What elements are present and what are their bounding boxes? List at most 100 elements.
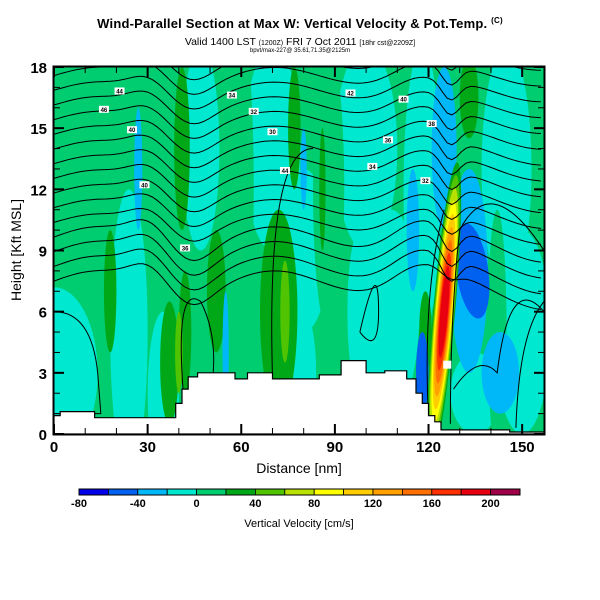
- y-tick-label: 18: [30, 60, 47, 77]
- contour-label-box: [398, 95, 409, 103]
- colorbar-swatch: [196, 488, 227, 496]
- theta-contour: [54, 105, 541, 139]
- velocity-cell: [110, 189, 148, 434]
- x-tick-label: 0: [50, 439, 58, 456]
- theta-contour: [54, 134, 541, 169]
- contour-label-text: 34: [229, 94, 236, 100]
- x-tick-label: 90: [327, 439, 344, 456]
- chart-title: Wind-Parallel Section at Max W: Vertical…: [0, 16, 600, 31]
- colorbar: -80 -40 0 40 80 120 160 200: [71, 488, 521, 510]
- contour-label-box: [420, 177, 431, 185]
- theta-contour: [54, 193, 541, 229]
- colorbar-label: 40: [249, 498, 261, 510]
- contour-label-text: 40: [141, 183, 148, 189]
- velocity-cell: [481, 332, 520, 414]
- colorbar-swatch: [166, 488, 197, 496]
- contour-label-box: [127, 126, 138, 134]
- velocity-cell: [160, 301, 179, 424]
- contour-label-text: 36: [385, 138, 392, 144]
- contour-label-box: [226, 91, 237, 99]
- contour-label-box: [267, 128, 278, 136]
- terrain: [54, 360, 544, 434]
- theta-contour: [54, 233, 541, 279]
- x-tick-label: 60: [233, 439, 250, 456]
- theta-contour: [180, 298, 215, 414]
- x-tick-labels: 0 30 60 90 120 150: [50, 439, 535, 456]
- colorbar-swatch: [284, 488, 315, 496]
- velocity-cell: [78, 67, 117, 210]
- contour-label-text: 46: [101, 108, 108, 114]
- x-tick-label: 30: [139, 439, 156, 456]
- colorbar-label: 120: [364, 498, 382, 510]
- theta-contour: [515, 301, 544, 428]
- colorbar-label: -40: [130, 498, 146, 510]
- velocity-cell: [206, 230, 226, 353]
- contour-label-text: 40: [129, 128, 136, 134]
- velocity-cell: [334, 67, 398, 251]
- terrain-profile: [54, 360, 544, 434]
- contour-label: [443, 360, 452, 369]
- forecast-hour: [18hr cst@2209Z]: [359, 40, 416, 47]
- theta-contour: [54, 120, 541, 154]
- plot-frame: [52, 65, 546, 436]
- velocity-cell: [280, 260, 290, 363]
- chart-title-text: Wind-Parallel Section at Max W: Vertical…: [97, 16, 488, 31]
- theta-contour: [54, 178, 541, 214]
- velocity-cell: [259, 209, 298, 414]
- theta-contour: [54, 67, 541, 95]
- velocity-cell: [134, 107, 143, 231]
- contour-label: 44: [114, 87, 125, 95]
- contour-label-box: [180, 244, 191, 252]
- y-tick-label: 6: [39, 305, 47, 322]
- colorbar-label: -80: [71, 498, 87, 510]
- contour-label-box: [279, 166, 290, 174]
- valid-date: FRI 7 Oct 2011: [286, 36, 357, 48]
- contour-label-box: [98, 105, 109, 113]
- contour-label: 36: [180, 244, 191, 252]
- contour-label: 32: [420, 177, 431, 185]
- contour-label: 40: [139, 181, 150, 189]
- contour-label: 34: [367, 162, 378, 171]
- colorbar-swatch: [401, 488, 433, 496]
- colorbar-label: 0: [194, 498, 200, 510]
- section-location-line: bpvt/max-227@ 35.61,71.35@2125m: [249, 48, 351, 54]
- theta-contour: [271, 148, 314, 377]
- velocity-cell: [313, 67, 345, 333]
- contour-label: 46: [98, 105, 109, 114]
- potential-temperature-contours: [54, 67, 544, 428]
- velocity-cell: [406, 168, 420, 292]
- contour-label: 40: [398, 95, 409, 104]
- contour-label: 44: [279, 166, 290, 175]
- colorbar-swatch: [490, 488, 521, 496]
- contour-label-text: 40: [400, 98, 407, 104]
- contour-label: 42: [345, 89, 356, 98]
- contour-label-box: [248, 107, 259, 115]
- contour-label-text: 44: [282, 169, 289, 175]
- valid-time-utc: (1200Z): [258, 40, 284, 47]
- contour-label-text: 36: [182, 246, 189, 252]
- y-tick-label: 3: [39, 366, 47, 383]
- x-tick-label: 150: [510, 439, 535, 456]
- contour-label-box: [443, 360, 452, 369]
- y-tick-labels: 0 3 6 9 12 15 18: [30, 60, 47, 444]
- y-tick-label: 0: [39, 427, 47, 444]
- y-tick-label: 12: [30, 182, 47, 199]
- contour-label-text: 34: [369, 165, 376, 171]
- theta-contour: [54, 263, 541, 311]
- contour-label-text: 42: [347, 92, 354, 98]
- contour-label-text: 32: [422, 179, 429, 185]
- x-axis-title: Distance [nm]: [256, 460, 342, 476]
- contour-label: 38: [426, 120, 437, 128]
- colorbar-label: 160: [423, 498, 441, 510]
- velocity-cell: [300, 128, 307, 210]
- contour-label-text: 30: [269, 130, 276, 136]
- theta-contour: [54, 164, 541, 198]
- contour-label: 40: [127, 126, 138, 134]
- contour-label-text: 38: [428, 122, 435, 128]
- contour-label: 32: [248, 107, 259, 116]
- y-axis-title: Height [Kft MSL]: [8, 199, 24, 301]
- theta-contour: [54, 90, 541, 125]
- velocity-cell: [347, 230, 373, 394]
- axis-ticks: [53, 66, 544, 435]
- colorbar-label: 80: [308, 498, 320, 510]
